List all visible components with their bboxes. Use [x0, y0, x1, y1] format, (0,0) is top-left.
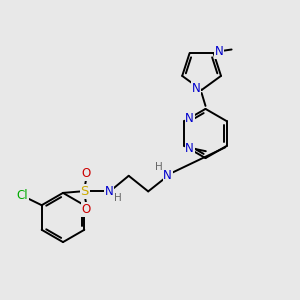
Text: N: N — [214, 45, 224, 58]
Text: O: O — [82, 167, 91, 180]
Text: O: O — [82, 203, 91, 216]
Text: N: N — [192, 82, 201, 95]
Text: N: N — [185, 142, 194, 155]
Text: N: N — [105, 185, 114, 198]
Text: H: H — [114, 193, 122, 203]
Text: N: N — [185, 112, 194, 125]
Text: N: N — [163, 169, 172, 182]
Text: H: H — [155, 162, 163, 172]
Text: Cl: Cl — [16, 189, 28, 202]
Text: S: S — [80, 185, 89, 198]
